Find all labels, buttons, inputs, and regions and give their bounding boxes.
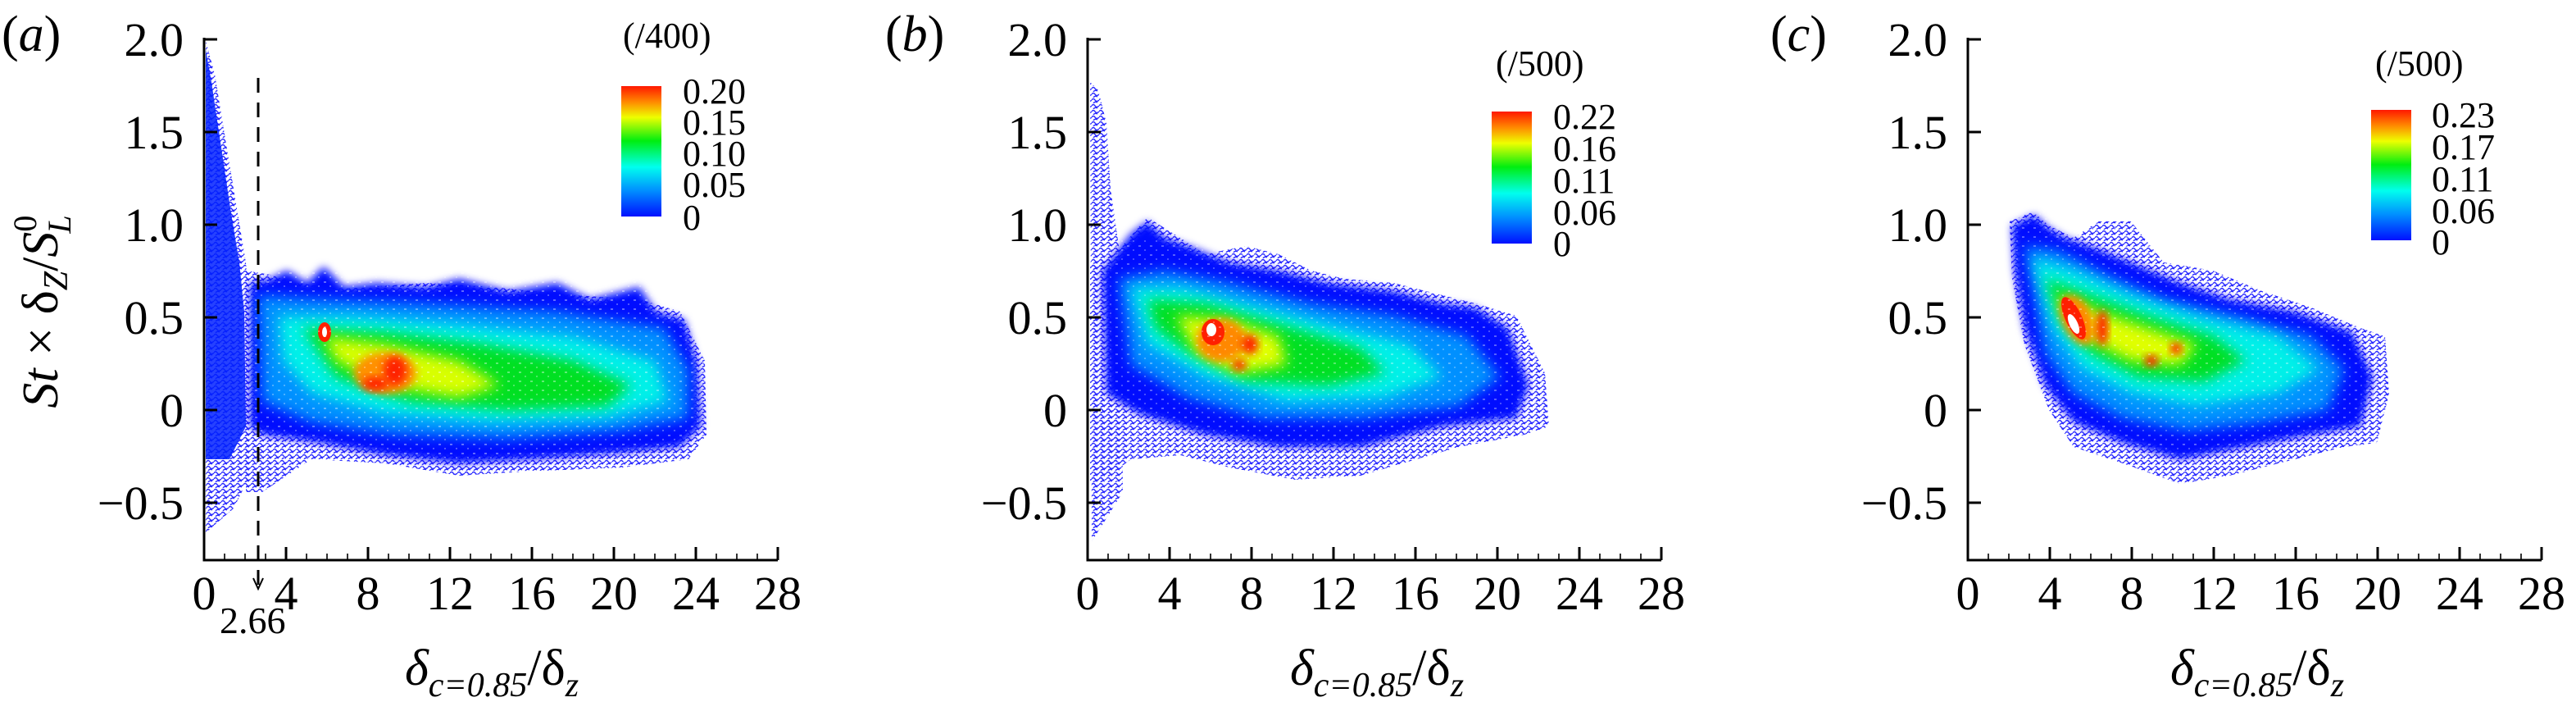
svg-text:12: 12	[1310, 567, 1357, 620]
x-tick-labels-c: 0 4 8 12 16 20 24 28	[1956, 567, 2566, 620]
svg-text:0: 0	[1043, 384, 1067, 437]
panel-c: (c) 2.0 1.5 1.0 0.5	[1770, 7, 2565, 702]
arrow-down-icon	[252, 577, 264, 591]
svg-text:8: 8	[1240, 567, 1264, 620]
svg-text:16: 16	[508, 567, 556, 620]
svg-text:0.20: 0.20	[683, 71, 746, 112]
svg-text:4: 4	[2038, 567, 2062, 620]
colorbar-scale-note-b: (/500)	[1496, 43, 1584, 84]
svg-text:2.0: 2.0	[1008, 13, 1068, 66]
svg-text:0.5: 0.5	[125, 291, 184, 344]
panel-b: (b) 2.0 1.5 1.0	[885, 7, 1685, 702]
svg-text:0: 0	[160, 384, 184, 437]
svg-text:4: 4	[275, 567, 298, 620]
svg-text:−0.5: −0.5	[981, 476, 1067, 530]
svg-text:1.0: 1.0	[1888, 198, 1948, 252]
svg-text:0: 0	[2432, 222, 2450, 262]
svg-text:1.5: 1.5	[125, 106, 184, 159]
svg-text:2.0: 2.0	[1888, 13, 1948, 66]
panel-tag-b: (b)	[885, 7, 944, 62]
axes-a	[202, 38, 779, 562]
density-cloud-b	[1090, 82, 1549, 541]
y-tick-labels-c: 2.0 1.5 1.0 0.5 0 −0.5	[1861, 13, 1947, 530]
svg-text:0.11: 0.11	[1553, 161, 1615, 201]
svg-text:−0.5: −0.5	[1861, 476, 1947, 530]
svg-text:2.0: 2.0	[125, 13, 184, 66]
density-cloud-a	[206, 41, 706, 533]
svg-text:0.06: 0.06	[2432, 191, 2495, 231]
svg-text:16: 16	[2272, 567, 2319, 620]
panel-tag-a: (a)	[2, 7, 61, 62]
svg-text:0: 0	[1924, 384, 1947, 437]
svg-text:0.5: 0.5	[1888, 291, 1948, 344]
svg-text:16: 16	[1392, 567, 1439, 620]
colorbar-scale-note-a: (/400)	[623, 16, 711, 56]
svg-text:28: 28	[754, 567, 802, 620]
svg-text:24: 24	[1556, 567, 1603, 620]
y-tick-labels-b: 2.0 1.5 1.0 0.5 0 −0.5	[981, 13, 1067, 530]
panel-tag-c: (c)	[1770, 7, 1827, 62]
svg-text:0: 0	[1553, 224, 1571, 264]
axes-b	[1086, 38, 1663, 562]
svg-text:4: 4	[1158, 567, 1182, 620]
density-cloud-c	[2010, 212, 2389, 484]
svg-text:1.5: 1.5	[1888, 106, 1948, 159]
svg-text:0.05: 0.05	[683, 165, 746, 205]
x-tick-labels-a: 0 4 8 12 16 20 24 28	[193, 567, 802, 620]
svg-text:20: 20	[2354, 567, 2401, 620]
svg-text:0: 0	[1076, 567, 1100, 620]
svg-text:24: 24	[2436, 567, 2483, 620]
svg-text:0.16: 0.16	[1553, 129, 1616, 169]
svg-text:1.0: 1.0	[125, 198, 184, 252]
svg-text:20: 20	[1474, 567, 1521, 620]
x-axis-label-c: δc=0.85/δz	[2170, 640, 2344, 702]
svg-text:0.17: 0.17	[2432, 127, 2495, 167]
colorbar-a: (/400) 0.20 0.15 0.10 0.05 0	[621, 16, 746, 238]
colorbar-b: (/500) 0.22 0.16 0.11 0.06 0	[1492, 43, 1616, 264]
y-tick-labels-a: 2.0 1.5 1.0 0.5 0 −0.5	[98, 13, 184, 530]
svg-text:1.5: 1.5	[1008, 106, 1068, 159]
svg-text:0.23: 0.23	[2432, 95, 2495, 135]
svg-text:0: 0	[1956, 567, 1980, 620]
svg-text:0.11: 0.11	[2432, 159, 2493, 199]
svg-text:1.0: 1.0	[1008, 198, 1068, 252]
svg-text:0.10: 0.10	[683, 134, 746, 174]
threshold-label: 2.66	[220, 599, 286, 641]
colorbar-c: (/500) 0.23 0.17 0.11 0.06 0	[2371, 43, 2495, 262]
svg-text:12: 12	[2190, 567, 2238, 620]
x-axis-label-a: δc=0.85/δz	[405, 640, 579, 702]
svg-text:20: 20	[590, 567, 638, 620]
panel-a: (a) 2.66	[2, 7, 802, 702]
x-tick-labels-b: 0 4 8 12 16 20 24 28	[1076, 567, 1686, 620]
svg-text:8: 8	[357, 567, 380, 620]
svg-text:0.15: 0.15	[683, 103, 746, 143]
axes-c	[1966, 38, 2543, 562]
svg-text:28: 28	[1638, 567, 1685, 620]
x-axis-label-b: δc=0.85/δz	[1290, 640, 1464, 702]
svg-text:0.06: 0.06	[1553, 193, 1616, 233]
svg-text:0.22: 0.22	[1553, 97, 1616, 137]
svg-text:0: 0	[193, 567, 216, 620]
svg-text:−0.5: −0.5	[98, 476, 184, 530]
svg-text:0: 0	[683, 198, 701, 238]
svg-text:8: 8	[2120, 567, 2144, 620]
svg-text:24: 24	[672, 567, 720, 620]
svg-text:28: 28	[2518, 567, 2565, 620]
svg-text:0.5: 0.5	[1008, 291, 1068, 344]
svg-text:12: 12	[426, 567, 474, 620]
colorbar-scale-note-c: (/500)	[2375, 43, 2464, 84]
y-axis-label: St × δZ/S0L	[7, 215, 78, 408]
